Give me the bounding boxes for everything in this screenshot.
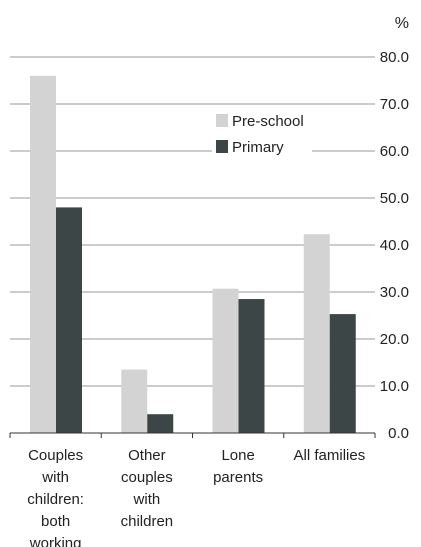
legend-background [212, 111, 312, 169]
bar-pre-school [303, 234, 330, 433]
y-tick-label: 10.0 [380, 378, 409, 395]
y-tick-label: 40.0 [380, 237, 409, 254]
y-tick-label: 50.0 [380, 190, 409, 207]
y-tick-label: 80.0 [380, 49, 409, 66]
bar-primary [56, 207, 82, 433]
y-tick-label: 70.0 [380, 96, 409, 113]
bar-pre-school [212, 288, 239, 433]
category-labels: Couples with children: both working Other coup… [27, 447, 365, 547]
category-label: Other couples with children [121, 447, 174, 530]
legend-swatch [216, 114, 228, 127]
legend-label: Primary [232, 139, 284, 156]
legend: Pre-school Primary [212, 111, 312, 169]
y-tick-label: 30.0 [380, 284, 409, 301]
category-label: All families [294, 447, 366, 464]
y-tick-label: 60.0 [380, 143, 409, 160]
bar-primary [238, 299, 265, 433]
y-tick-label: 20.0 [380, 331, 409, 348]
bar-pre-school [30, 75, 56, 434]
category-label: Couples with children: both working [27, 447, 84, 547]
x-axis [9, 432, 376, 438]
y-unit-label: % [395, 15, 409, 32]
bars [30, 75, 356, 434]
legend-swatch [216, 140, 228, 153]
category-label: Lone parents [213, 447, 263, 486]
bar-pre-school [121, 369, 148, 433]
legend-label: Pre-school [232, 113, 304, 130]
y-tick-labels: 0.0 10.0 20.0 30.0 40.0 50.0 60.0 70.0 80.0 [380, 49, 409, 442]
bar-primary [329, 314, 356, 433]
y-tick-label: 0.0 [388, 425, 409, 442]
bar-primary [147, 414, 174, 433]
